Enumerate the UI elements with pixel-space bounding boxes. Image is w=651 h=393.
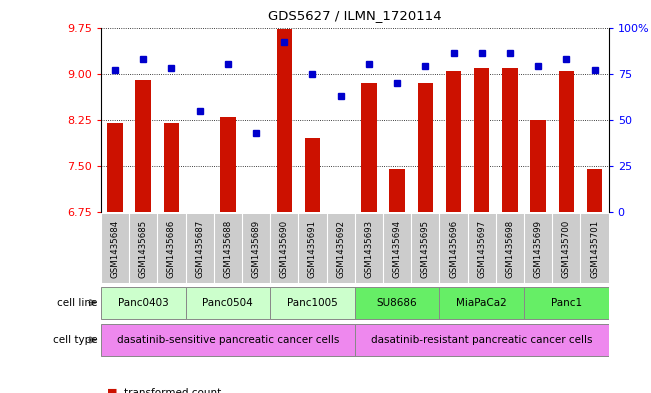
Text: GSM1435685: GSM1435685	[139, 220, 148, 278]
Bar	[101, 324, 355, 356]
Bar	[502, 68, 518, 212]
Text: Panc0403: Panc0403	[118, 298, 169, 308]
Bar	[248, 212, 264, 215]
Text: GSM1435694: GSM1435694	[393, 220, 402, 278]
Bar	[270, 286, 355, 318]
Bar	[355, 286, 439, 318]
Bar	[355, 324, 609, 356]
Text: GSM1435701: GSM1435701	[590, 220, 599, 278]
Text: GSM1435692: GSM1435692	[336, 220, 345, 278]
Text: GSM1435699: GSM1435699	[534, 220, 543, 278]
Bar	[277, 29, 292, 212]
Bar	[333, 212, 348, 219]
Bar	[389, 169, 405, 212]
Bar	[101, 286, 186, 318]
Bar	[446, 71, 462, 212]
Bar	[305, 138, 320, 212]
Text: GSM1435689: GSM1435689	[251, 220, 260, 278]
Bar	[474, 68, 490, 212]
Text: GSM1435690: GSM1435690	[280, 220, 289, 278]
Text: GSM1435687: GSM1435687	[195, 220, 204, 278]
Text: GSM1435693: GSM1435693	[365, 220, 374, 278]
Bar	[220, 117, 236, 212]
Text: SU8686: SU8686	[377, 298, 417, 308]
Bar	[107, 123, 123, 212]
Text: ■: ■	[107, 388, 118, 393]
Text: GSM1435686: GSM1435686	[167, 220, 176, 278]
Bar	[559, 71, 574, 212]
Bar	[417, 83, 433, 212]
Text: GSM1435688: GSM1435688	[223, 220, 232, 278]
Text: GSM1435698: GSM1435698	[505, 220, 514, 278]
Bar	[186, 286, 270, 318]
Bar	[135, 80, 151, 212]
Bar	[163, 123, 179, 212]
Text: dasatinib-resistant pancreatic cancer cells: dasatinib-resistant pancreatic cancer ce…	[371, 335, 592, 345]
Bar	[524, 286, 609, 318]
Text: GDS5627 / ILMN_1720114: GDS5627 / ILMN_1720114	[268, 9, 441, 22]
Text: Panc1: Panc1	[551, 298, 582, 308]
Bar	[531, 120, 546, 212]
Text: transformed count: transformed count	[124, 388, 221, 393]
Text: GSM1435691: GSM1435691	[308, 220, 317, 278]
Bar	[439, 286, 524, 318]
Text: Panc0504: Panc0504	[202, 298, 253, 308]
Text: MiaPaCa2: MiaPaCa2	[456, 298, 507, 308]
Bar	[361, 83, 377, 212]
Text: GSM1435684: GSM1435684	[111, 220, 120, 278]
Text: GSM1435697: GSM1435697	[477, 220, 486, 278]
Text: cell line: cell line	[57, 298, 98, 308]
Text: GSM1435696: GSM1435696	[449, 220, 458, 278]
Text: Panc1005: Panc1005	[287, 298, 338, 308]
Text: dasatinib-sensitive pancreatic cancer cells: dasatinib-sensitive pancreatic cancer ce…	[117, 335, 339, 345]
Text: GSM1435700: GSM1435700	[562, 220, 571, 278]
Text: GSM1435695: GSM1435695	[421, 220, 430, 278]
Bar	[587, 169, 602, 212]
Text: cell type: cell type	[53, 335, 98, 345]
